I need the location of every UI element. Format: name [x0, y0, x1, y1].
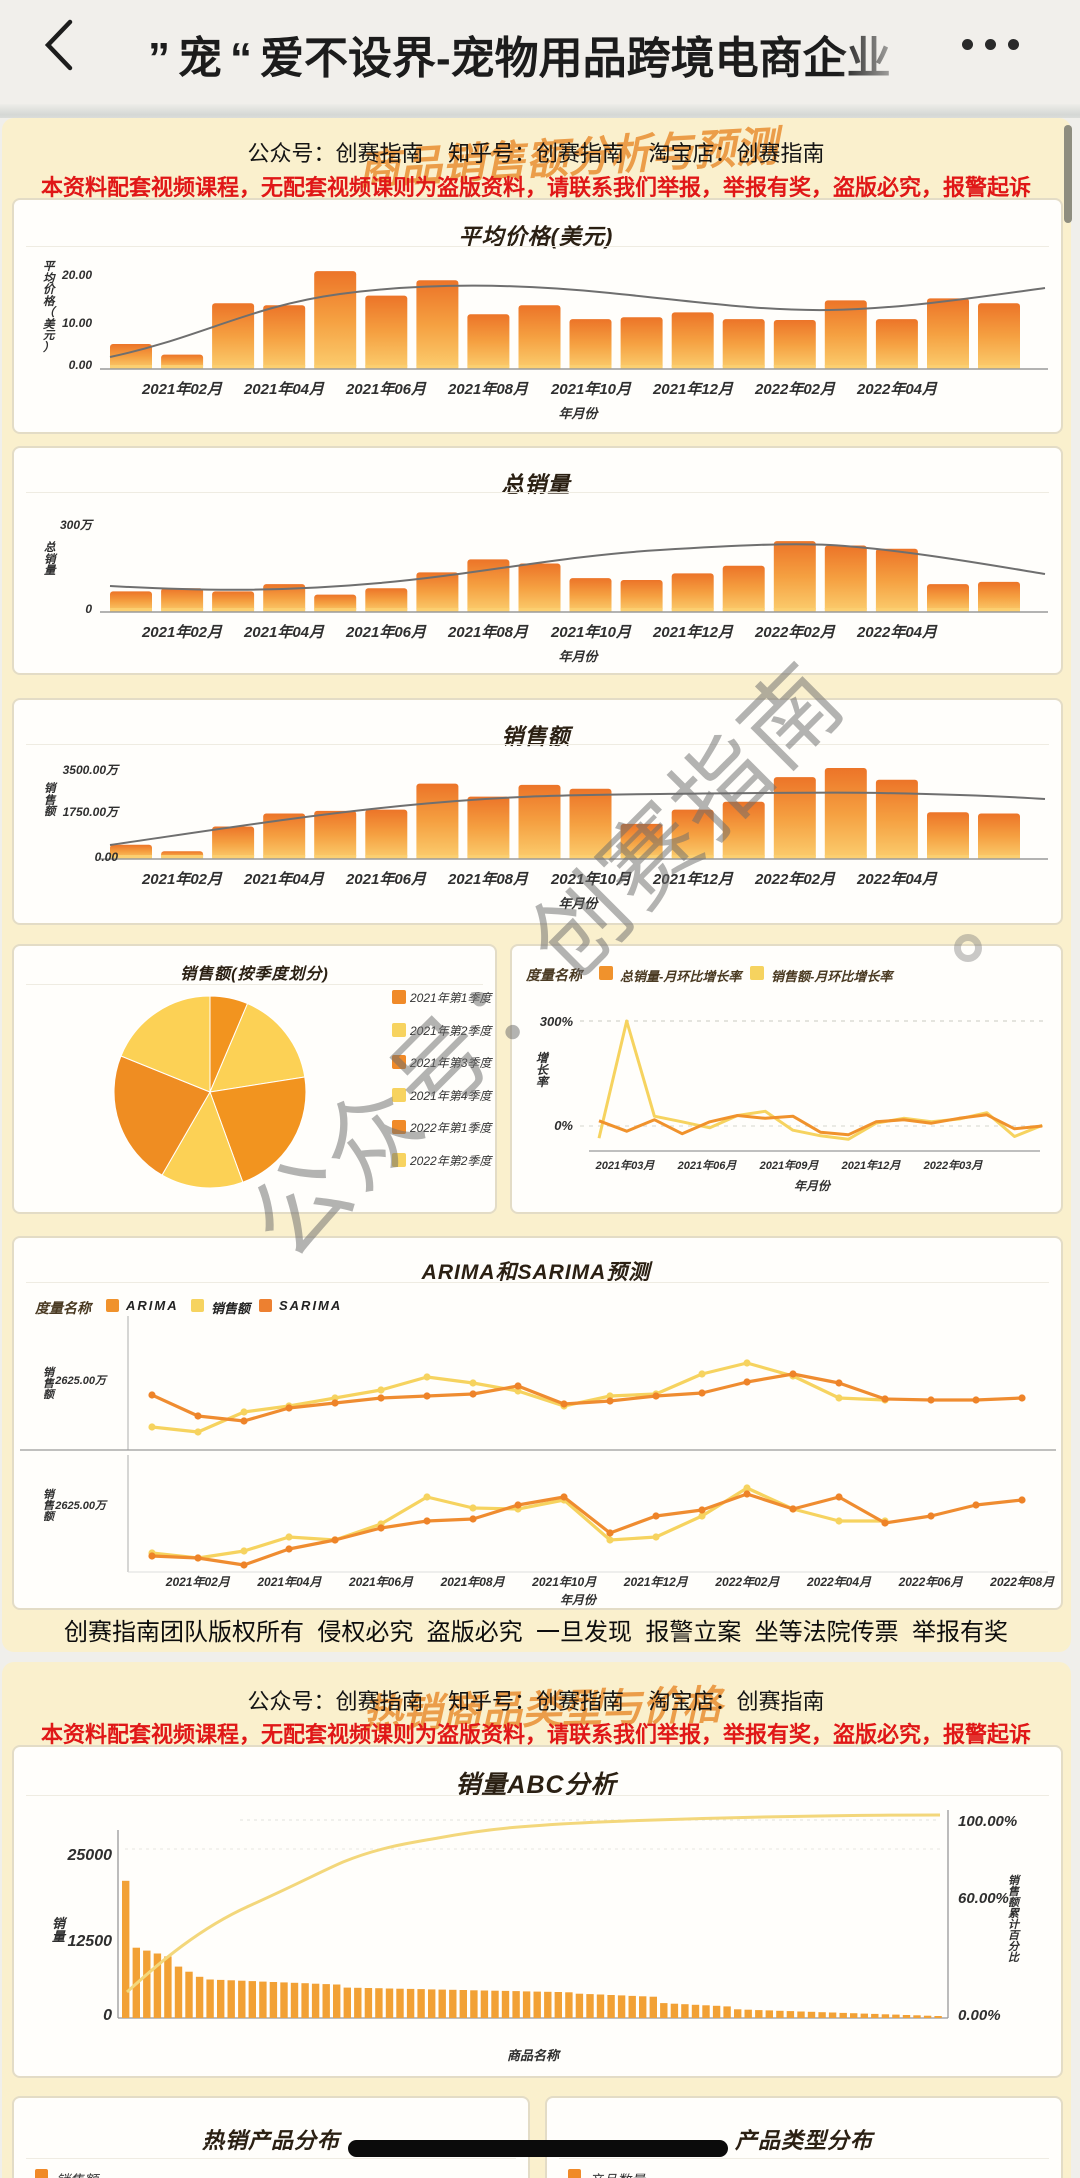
svg-text:商品名称: 商品名称 [507, 2048, 562, 2063]
svg-text:2021年04月: 2021年04月 [243, 870, 325, 888]
svg-text:3500.00万: 3500.00万 [63, 763, 120, 777]
svg-text:300万: 300万 [60, 518, 94, 532]
svg-text:2021年第2季度: 2021年第2季度 [409, 1024, 493, 1038]
svg-text:2021年12月: 2021年12月 [652, 870, 734, 888]
svg-text:2022年02月: 2022年02月 [714, 1575, 780, 1589]
svg-text:2021年08月: 2021年08月 [440, 1575, 506, 1589]
svg-text:年月份: 年月份 [794, 1179, 832, 1193]
svg-text:2022年04月: 2022年04月 [856, 623, 938, 641]
svg-text:2021年04月: 2021年04月 [256, 1575, 322, 1589]
svg-text:2021年12月: 2021年12月 [652, 380, 734, 398]
svg-text:2021年06月: 2021年06月 [345, 870, 427, 888]
svg-text:2625.00万: 2625.00万 [54, 1500, 108, 1512]
svg-text:2022年08月: 2022年08月 [989, 1575, 1055, 1589]
svg-text:2022年第1季度: 2022年第1季度 [409, 1121, 493, 1135]
svg-text:年月份: 年月份 [558, 406, 599, 421]
svg-text:2021年02月: 2021年02月 [141, 380, 223, 398]
svg-text:2022年04月: 2022年04月 [806, 1575, 872, 1589]
svg-text:10.00: 10.00 [62, 316, 92, 330]
svg-text:2021年03月: 2021年03月 [595, 1159, 656, 1172]
svg-text:2021年02月: 2021年02月 [141, 623, 223, 641]
svg-text:0.00: 0.00 [69, 358, 93, 372]
svg-text:0%: 0% [554, 1118, 573, 1133]
svg-text:2021年第4季度: 2021年第4季度 [409, 1089, 493, 1103]
svg-text:60.00%: 60.00% [958, 1890, 1009, 1907]
svg-text:2021年09月: 2021年09月 [759, 1159, 820, 1172]
svg-text:2021年08月: 2021年08月 [447, 870, 529, 888]
svg-text:0: 0 [85, 602, 92, 616]
svg-text:2022年03月: 2022年03月 [923, 1159, 984, 1172]
svg-text:2022年02月: 2022年02月 [754, 380, 836, 398]
svg-text:2021年04月: 2021年04月 [243, 380, 325, 398]
svg-text:2021年10月: 2021年10月 [550, 870, 632, 888]
svg-text:300%: 300% [540, 1014, 574, 1029]
svg-text:2022年第2季度: 2022年第2季度 [409, 1154, 493, 1168]
svg-text:年月份: 年月份 [558, 649, 599, 664]
svg-text:20.00: 20.00 [61, 268, 92, 282]
svg-text:1750.00万: 1750.00万 [63, 805, 120, 819]
svg-text:2021年10月: 2021年10月 [531, 1575, 597, 1589]
svg-text:2021年06月: 2021年06月 [345, 380, 427, 398]
svg-text:2021年02月: 2021年02月 [141, 870, 223, 888]
svg-text:25000: 25000 [67, 1847, 113, 1864]
svg-text:2021年第1季度: 2021年第1季度 [409, 991, 493, 1005]
svg-text:2021年10月: 2021年10月 [550, 380, 632, 398]
svg-text:年月份: 年月份 [560, 1593, 598, 1607]
svg-text:2021年08月: 2021年08月 [447, 623, 529, 641]
svg-text:2021年08月: 2021年08月 [447, 380, 529, 398]
svg-text:2022年02月: 2022年02月 [754, 623, 836, 641]
svg-text:2021年第3季度: 2021年第3季度 [409, 1056, 493, 1070]
svg-text:2021年12月: 2021年12月 [841, 1159, 902, 1172]
svg-text:2022年02月: 2022年02月 [754, 870, 836, 888]
svg-text:2021年12月: 2021年12月 [652, 623, 734, 641]
svg-text:2021年02月: 2021年02月 [165, 1575, 231, 1589]
svg-text:2021年10月: 2021年10月 [550, 623, 632, 641]
svg-text:2022年06月: 2022年06月 [898, 1575, 964, 1589]
svg-text:2021年04月: 2021年04月 [243, 623, 325, 641]
svg-text:12500: 12500 [68, 1933, 113, 1950]
svg-text:2021年06月: 2021年06月 [348, 1575, 414, 1589]
svg-text:2022年04月: 2022年04月 [856, 870, 938, 888]
svg-text:0.00: 0.00 [95, 850, 119, 864]
svg-text:0: 0 [103, 2007, 112, 2024]
svg-text:2021年06月: 2021年06月 [677, 1159, 738, 1172]
svg-text:2625.00万: 2625.00万 [54, 1375, 108, 1387]
svg-text:2022年04月: 2022年04月 [856, 380, 938, 398]
svg-text:2021年06月: 2021年06月 [345, 623, 427, 641]
svg-text:100.00%: 100.00% [958, 1813, 1017, 1830]
svg-text:0.00%: 0.00% [958, 2007, 1001, 2024]
svg-text:2021年12月: 2021年12月 [623, 1575, 689, 1589]
svg-text:年月份: 年月份 [558, 896, 599, 911]
